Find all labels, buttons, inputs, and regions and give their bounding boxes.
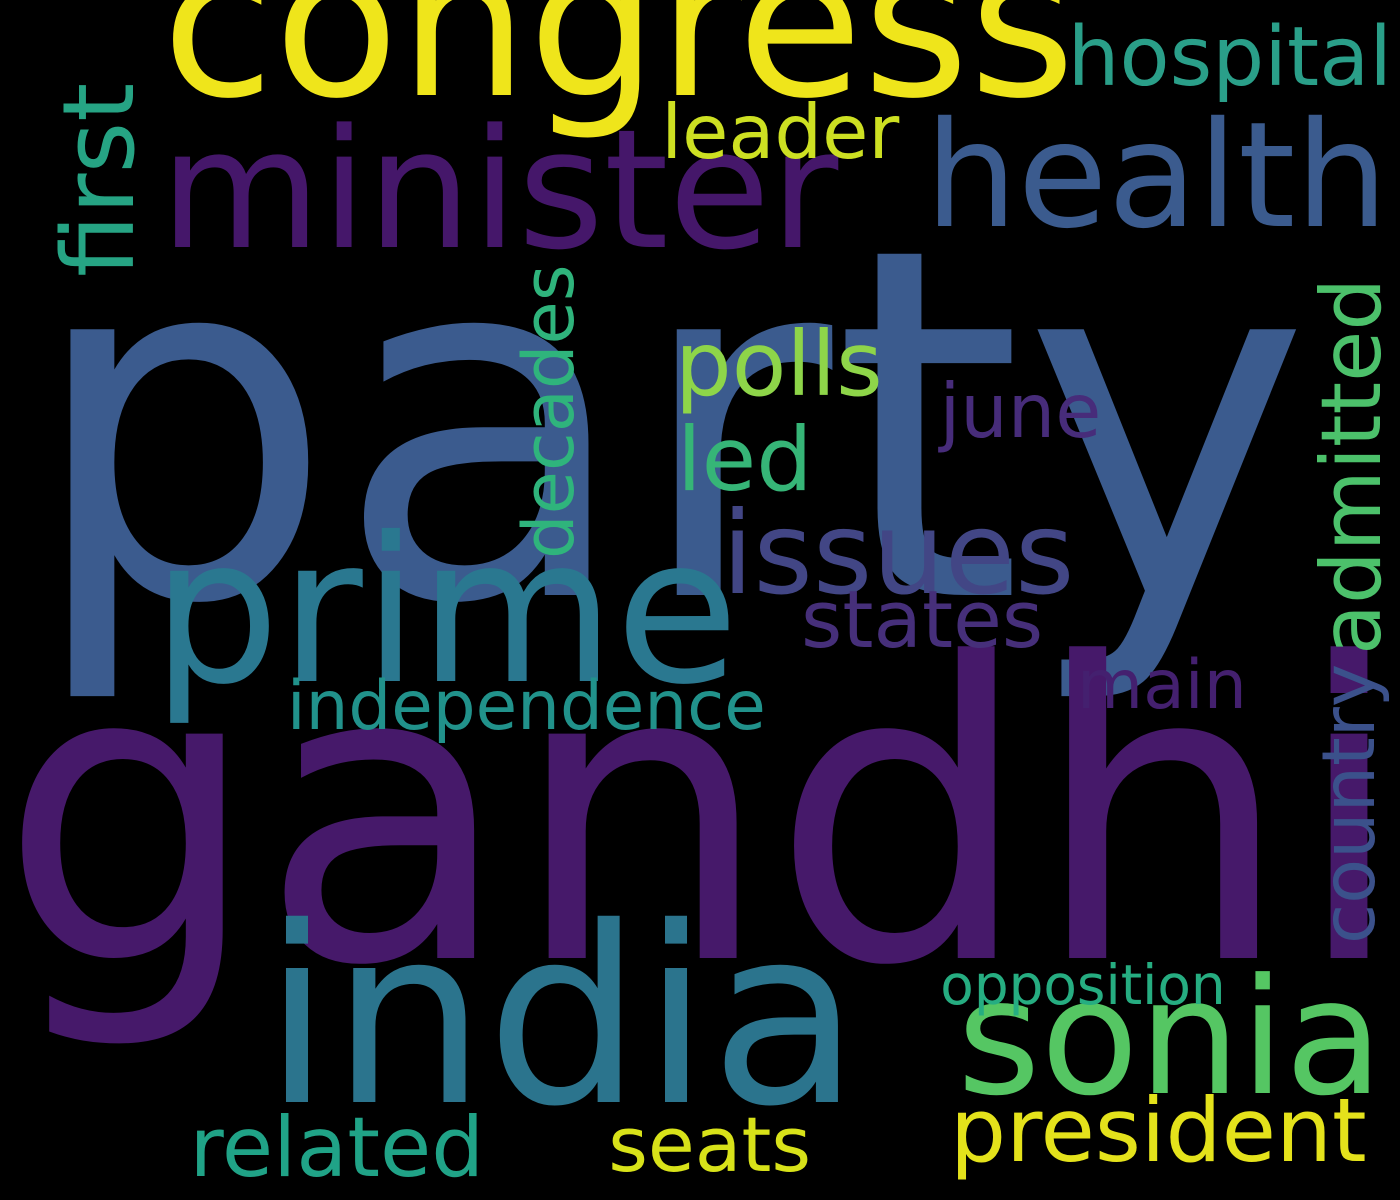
word-led: led — [677, 408, 813, 512]
word-first: first — [42, 82, 158, 277]
word-related: related — [189, 1099, 485, 1197]
word-admitted: admitted — [1303, 277, 1400, 655]
word-country: country — [1307, 663, 1393, 944]
word-decades: decades — [507, 264, 590, 559]
word-main: main — [1076, 645, 1247, 725]
word-states: states — [801, 572, 1044, 666]
word-gandhi: gandhi — [0, 577, 1400, 1055]
word-prime: prime — [151, 494, 740, 730]
word-india: india — [262, 873, 861, 1160]
word-leader: leader — [661, 88, 900, 177]
word-party: party — [26, 143, 1311, 710]
word-sonia: sonia — [957, 943, 1384, 1131]
word-independence: independence — [286, 666, 766, 746]
word-polls: polls — [675, 312, 883, 417]
word-opposition: opposition — [940, 953, 1226, 1018]
word-congress: congress — [161, 0, 1076, 144]
word-health: health — [924, 90, 1389, 262]
word-president: president — [950, 1078, 1367, 1182]
word-hospital: hospital — [1067, 10, 1393, 106]
word-june: june — [939, 366, 1102, 455]
word-seats: seats — [608, 1100, 812, 1190]
word-issues: issues — [721, 486, 1075, 620]
word-minister: minister — [160, 94, 839, 287]
